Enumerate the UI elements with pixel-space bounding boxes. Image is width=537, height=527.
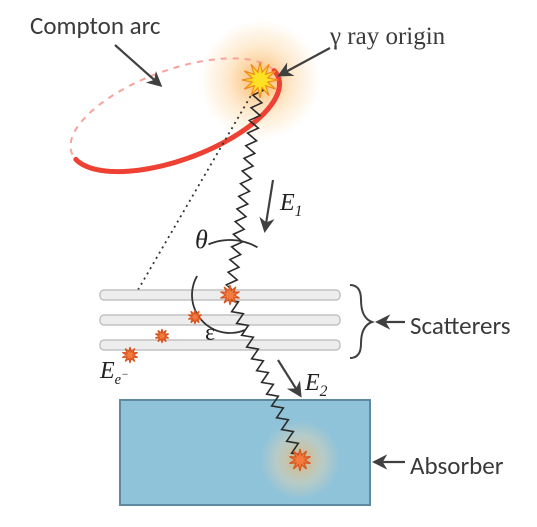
- arrow-compton: [115, 45, 160, 85]
- theta-label: θ: [195, 225, 208, 255]
- scatterers-label: Scatterers: [410, 310, 511, 341]
- scatterer-layer: [100, 315, 340, 325]
- e1-label: E1: [280, 190, 302, 221]
- epsilon-label: ε: [205, 320, 215, 347]
- scatterer-layer: [100, 340, 340, 350]
- arrow-e2: [278, 360, 300, 395]
- gamma-origin-label: γ ray origin: [330, 20, 445, 51]
- absorber-label: Absorber: [410, 450, 503, 481]
- scatterers-brace: [350, 285, 372, 358]
- e2-label: E2: [305, 370, 327, 401]
- scatterer-layer: [100, 290, 340, 300]
- incident-axis: [135, 80, 260, 295]
- compton-arc-label: Compton arc: [30, 10, 161, 41]
- ee-label: Ee−: [100, 358, 129, 389]
- arrow-e1: [265, 180, 273, 230]
